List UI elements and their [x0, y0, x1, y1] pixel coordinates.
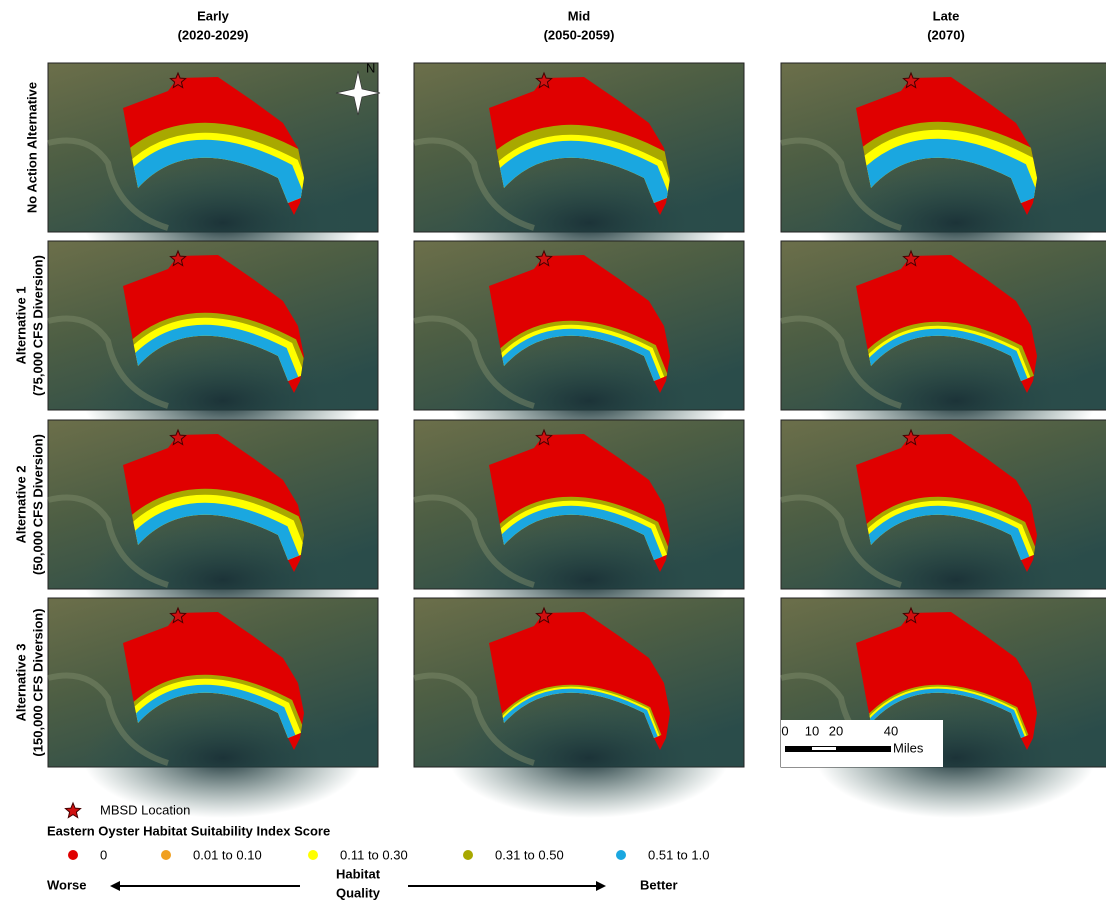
map-panel	[414, 598, 744, 818]
worse-label: Worse	[47, 877, 87, 892]
row-label: Alternative 1	[13, 286, 28, 364]
row-sublabel: (75,000 CFS Diversion)	[30, 255, 45, 396]
legend-class-label: 0.31 to 0.50	[495, 847, 564, 862]
water	[83, 698, 363, 818]
arrow-better-head	[596, 881, 606, 891]
legend-class-label: 0.01 to 0.10	[193, 847, 262, 862]
legend-star	[65, 803, 80, 818]
column-title: Early	[197, 8, 230, 23]
legend-title: Eastern Oyster Habitat Suitability Index…	[47, 823, 330, 838]
row-label: Alternative 2	[13, 465, 28, 543]
scale-tick: 20	[829, 723, 843, 738]
map-panel	[48, 598, 378, 818]
quality-line1: Habitat	[336, 866, 381, 881]
legend-class-label: 0	[100, 847, 107, 862]
north-label: N	[366, 60, 375, 75]
row-sublabel: (150,000 CFS Diversion)	[30, 608, 45, 756]
column-period: (2050-2059)	[544, 27, 615, 42]
legend-dot	[161, 850, 171, 860]
scale-tick: 10	[805, 723, 819, 738]
row-label: Alternative 3	[13, 643, 28, 721]
column-title: Late	[933, 8, 960, 23]
arrow-worse-head	[110, 881, 120, 891]
scale-unit: Miles	[893, 740, 924, 755]
legend-location: MBSD Location	[100, 802, 190, 817]
legend-dot	[463, 850, 473, 860]
scale-tick: 0	[781, 723, 788, 738]
column-period: (2070)	[927, 27, 965, 42]
legend-dot	[68, 850, 78, 860]
water	[449, 698, 729, 818]
legend-dot	[308, 850, 318, 860]
quality-line2: Quality	[336, 885, 381, 900]
column-title: Mid	[568, 8, 590, 23]
legend-dot	[616, 850, 626, 860]
scale-bar-gap	[812, 747, 836, 750]
scale-tick: 40	[884, 723, 898, 738]
scale-bar	[785, 746, 891, 752]
better-label: Better	[640, 877, 678, 892]
map-panel: 0 10 20 40 Miles	[781, 598, 1106, 818]
legend-class-label: 0.51 to 1.0	[648, 847, 709, 862]
figure: Early (2020-2029) Mid (2050-2059) Late (2070)…	[0, 0, 1106, 903]
row-label: No Action Alternative	[24, 82, 39, 213]
column-period: (2020-2029)	[178, 27, 249, 42]
row-sublabel: (50,000 CFS Diversion)	[30, 434, 45, 575]
legend-class-label: 0.11 to 0.30	[340, 847, 408, 862]
